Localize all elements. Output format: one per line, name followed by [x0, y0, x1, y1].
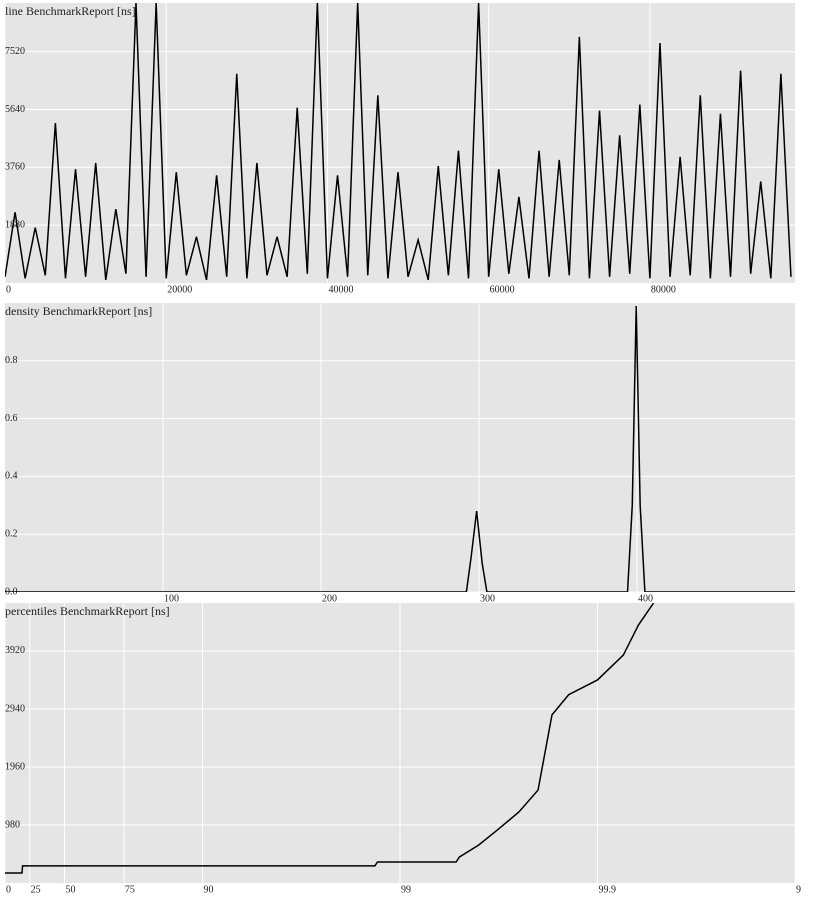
- x-tick-label: 99.9: [599, 884, 617, 895]
- y-tick-label: 0.2: [5, 528, 18, 539]
- x-tick-label: 100: [164, 593, 179, 604]
- plot-background: [5, 3, 795, 283]
- y-tick-label: 2940: [5, 703, 25, 714]
- x-tick-label: 50: [65, 884, 75, 895]
- x-tick-label: 300: [480, 593, 495, 604]
- y-tick-label: 0.6: [5, 413, 18, 424]
- plot-background: [5, 303, 795, 592]
- chart-title: line BenchmarkReport [ns]: [5, 4, 136, 18]
- data-line: [5, 3, 792, 281]
- y-tick-label: 980: [5, 819, 20, 830]
- x-tick-label: 0: [6, 884, 11, 895]
- y-tick-label: 3920: [5, 645, 25, 656]
- data-line: [5, 603, 655, 874]
- x-tick-label: 40000: [328, 284, 353, 295]
- y-tick-label: 0.8: [5, 355, 18, 366]
- y-tick-label: 0.4: [5, 471, 18, 482]
- x-tick-label: 400: [638, 593, 653, 604]
- chart-title: density BenchmarkReport [ns]: [5, 304, 152, 318]
- y-tick-label: 1880: [5, 219, 25, 230]
- x-tick-label: 75: [125, 884, 135, 895]
- x-tick-label: 80000: [651, 284, 676, 295]
- x-tick-label: 60000: [490, 284, 515, 295]
- chart-title: percentiles BenchmarkReport [ns]: [5, 604, 170, 618]
- y-tick-label: 1960: [5, 761, 25, 772]
- data-line: [5, 305, 795, 592]
- x-tick-label: 0: [6, 284, 11, 295]
- y-tick-label: 7520: [5, 46, 25, 57]
- x-tick-label: 99: [401, 884, 411, 895]
- y-tick-label: 3760: [5, 162, 25, 173]
- x-tick-label: 90: [204, 884, 214, 895]
- x-tick-label: 9: [796, 884, 801, 895]
- x-tick-label: 25: [31, 884, 41, 895]
- chart-panel: 980 1960 2940 3920 0 25 50 75 90 99 99.9 9 percentil…: [4, 603, 801, 895]
- y-tick-label: 5640: [5, 104, 25, 115]
- x-tick-label: 200: [322, 593, 337, 604]
- x-tick-label: 20000: [167, 284, 192, 295]
- chart-panel: 1880 3760 5640 7520 0 20000 40000 60000 80000 lin…: [4, 3, 795, 295]
